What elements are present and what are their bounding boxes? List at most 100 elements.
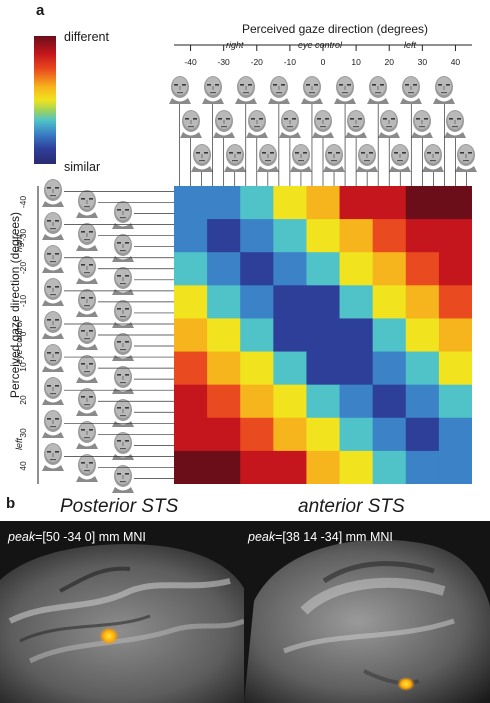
heatmap-cell bbox=[240, 285, 274, 319]
face-thumbnail bbox=[179, 110, 202, 138]
heatmap-cell bbox=[405, 285, 440, 319]
face-thumbnail bbox=[345, 110, 368, 138]
face-thumbnail bbox=[112, 399, 134, 428]
heatmap-cell bbox=[438, 186, 472, 220]
face-thumbnail bbox=[334, 76, 357, 104]
heatmap-cell bbox=[174, 318, 208, 353]
heatmap-cell bbox=[240, 318, 274, 353]
anterior-sts-brain-image bbox=[244, 521, 490, 703]
face-thumbnail bbox=[378, 110, 401, 138]
face-thumbnail bbox=[201, 76, 224, 104]
face-thumbnail bbox=[312, 110, 334, 138]
face-thumbnail bbox=[76, 288, 98, 317]
heatmap-cell bbox=[240, 186, 274, 220]
heatmap-cell bbox=[240, 219, 274, 253]
heatmap-cell bbox=[372, 219, 407, 253]
heatmap-cell bbox=[273, 186, 307, 220]
posterior-sts-peak-label: peak=[50 -34 0] mm MNI bbox=[8, 530, 146, 544]
face-thumbnail bbox=[289, 144, 312, 172]
face-thumbnail bbox=[76, 189, 98, 218]
face-thumbnail bbox=[422, 144, 445, 172]
face-thumbnail bbox=[76, 454, 98, 483]
posterior-sts-title: Posterior STS bbox=[60, 496, 179, 517]
face-thumbnail bbox=[42, 277, 64, 306]
heatmap-cell bbox=[174, 252, 208, 286]
heatmap-cell bbox=[174, 219, 208, 253]
face-thumbnail bbox=[76, 421, 98, 450]
heatmap-cell bbox=[306, 384, 341, 419]
heatmap-cell bbox=[405, 219, 440, 253]
face-thumbnail bbox=[267, 76, 290, 104]
face-thumbnail bbox=[234, 76, 257, 104]
heatmap-cell bbox=[273, 351, 307, 386]
heatmap-cell bbox=[306, 219, 341, 253]
heatmap-cell bbox=[273, 252, 307, 286]
heatmap-cell bbox=[339, 285, 374, 319]
region-label-eye-control-top: eye control bbox=[298, 40, 343, 50]
posterior-sts-brain-image bbox=[0, 521, 244, 703]
peak-word: peak bbox=[248, 530, 276, 544]
heatmap-cell bbox=[339, 450, 374, 484]
face-thumbnail bbox=[444, 110, 467, 138]
face-thumbnail bbox=[356, 144, 379, 172]
face-thumbnail bbox=[367, 76, 390, 104]
face-thumbnail bbox=[389, 144, 412, 172]
heatmap-cell bbox=[240, 417, 274, 452]
heatmap-cell bbox=[174, 351, 208, 386]
face-thumbnail bbox=[42, 211, 64, 240]
heatmap-cell bbox=[207, 417, 241, 452]
heatmap-cell bbox=[372, 252, 407, 286]
heatmap-cell bbox=[339, 252, 374, 286]
heatmap-cell bbox=[405, 417, 440, 452]
x-axis-title: Perceived gaze direction (degrees) bbox=[241, 22, 429, 36]
top-tick-label: -40 bbox=[184, 57, 197, 67]
face-thumbnail bbox=[112, 233, 134, 262]
face-thumbnail bbox=[455, 144, 478, 172]
colorbar-bottom-label: similar bbox=[64, 160, 101, 174]
face-thumbnail bbox=[256, 144, 279, 172]
heatmap-cell bbox=[405, 351, 440, 386]
heatmap-cell bbox=[273, 285, 307, 319]
top-axis bbox=[174, 44, 472, 51]
face-thumbnail bbox=[42, 178, 64, 207]
face-thumbnail bbox=[323, 144, 346, 172]
heatmap-cell bbox=[207, 318, 241, 353]
colorbar-top-label: different bbox=[64, 30, 109, 44]
heatmap-cell bbox=[438, 285, 472, 319]
heatmap-cell bbox=[339, 351, 374, 386]
heatmap-cell bbox=[306, 186, 341, 220]
heatmap-cell bbox=[405, 384, 440, 419]
top-tick-label: 40 bbox=[450, 57, 461, 67]
face-thumbnail bbox=[168, 76, 191, 104]
heatmap-cell bbox=[438, 318, 472, 353]
heatmap-cell bbox=[174, 450, 208, 484]
heatmap-cell bbox=[405, 318, 440, 353]
colorbar bbox=[34, 36, 56, 164]
face-thumbnail bbox=[42, 244, 64, 273]
panel-letter-a: a bbox=[36, 2, 45, 19]
heatmap-cell bbox=[240, 450, 274, 484]
heatmap-cell bbox=[240, 252, 274, 286]
heatmap-cell bbox=[207, 384, 241, 419]
peak-word: peak bbox=[8, 530, 36, 544]
heatmap-cell bbox=[306, 285, 341, 319]
heatmap-cell bbox=[273, 384, 307, 419]
top-tick-label: 20 bbox=[384, 57, 394, 67]
face-thumbnail bbox=[112, 432, 134, 461]
heatmap-cell bbox=[273, 417, 307, 452]
heatmap-cell bbox=[207, 450, 241, 484]
heatmap-cell bbox=[306, 417, 341, 452]
heatmap-cell bbox=[405, 252, 440, 286]
face-thumbnail bbox=[245, 110, 268, 138]
face-thumbnail bbox=[112, 333, 134, 362]
face-thumbnail bbox=[76, 255, 98, 284]
heatmap-cell bbox=[240, 351, 274, 386]
heatmap-cell bbox=[372, 351, 407, 386]
top-tick-label: -30 bbox=[217, 57, 230, 67]
heatmap-cell bbox=[273, 219, 307, 253]
heatmap-cell bbox=[372, 186, 407, 220]
face-thumbnail bbox=[112, 266, 134, 295]
heatmap-cell bbox=[174, 417, 208, 452]
anterior-sts-peak-label: peak=[38 14 -34] mm MNI bbox=[248, 530, 393, 544]
